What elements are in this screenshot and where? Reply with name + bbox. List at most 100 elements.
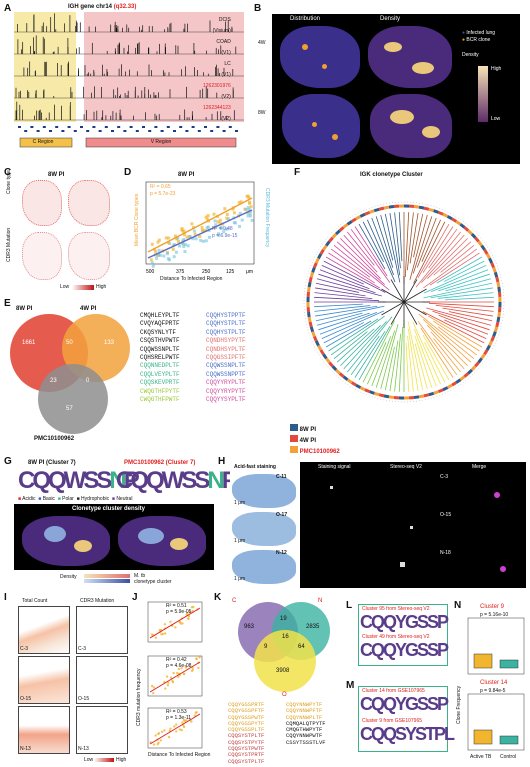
b-row1: 4W (258, 40, 266, 46)
k-cdr3-right: CSSYTSSSTLVF (286, 738, 326, 746)
k-cdr3-row: CQQSYSTPYTF CSSYTSSSTLVF (228, 738, 326, 746)
k-cdr3-right: CQMQALQTPYTF (286, 719, 326, 727)
k-cdr3-left: CQQSYSTPLTF (228, 757, 265, 765)
svg-text:500: 500 (146, 269, 155, 275)
cdr3-right: CQQYYRYPLTF (206, 379, 246, 387)
b-tissue-4w-dist (280, 26, 360, 88)
k-cdr3-row: CQQSYSTPLTF CQQYNNWPWTF (228, 732, 326, 740)
igh-title: IGH gene chr14 (q32.33) (68, 4, 137, 10)
cdr3-left: CMQHLEYPLTF (140, 312, 180, 319)
cdr3-left: CSQSTHVPWTF (140, 337, 180, 345)
c-row1: Clone type (6, 170, 12, 194)
k-cdr3-list: CQQYGSSPRTF CQQYNNWPYTF CQQYGSSPFTF CQQYNNW… (228, 701, 326, 765)
k-cdr3-left: CQQSYSTPLTF (228, 732, 265, 740)
h-bg: Acid-fast staining Staining signal Stere… (230, 462, 526, 588)
k-cdr3-right: CMQGTHWPYTF (286, 726, 323, 734)
track-lines (14, 13, 244, 121)
f-title: IGK clonetype Cluster (360, 172, 423, 178)
b-legend: ● Infected lung ● BCR clone Density (462, 30, 496, 58)
svg-text:250: 250 (202, 269, 211, 275)
track-labels: DCIS (Visium) COAD (V1) LC (V1) 1262301976(… (203, 17, 231, 122)
f-dendrogram (303, 201, 505, 403)
panel-letter-k: K (214, 592, 222, 603)
cdr3-row: CSQSTHVPWTF CQNDHSYPYTF (140, 337, 246, 345)
cdr3-row: CQQSKEVPRTF CQQYYRYPLTF (140, 379, 246, 387)
panel-letter-h: H (218, 456, 226, 467)
b-tissue-8w-dist (282, 94, 360, 158)
k-cdr3-right: CQQYNNWPWTF (286, 732, 323, 740)
cdr3-list: CMQHLEYPLTF CQQHYSTPPTF CVQYAQFPRTF CQQHYST… (140, 312, 246, 404)
panel-letter-d: D (124, 167, 132, 178)
cdr3-row: CQQWSSNPLTF CQNDHSYPLTF (140, 346, 246, 354)
panel-letter-j: J (132, 592, 138, 603)
cdr3-row: CQQLVEYPLTF CQQWSSNPPTF (140, 371, 246, 379)
cdr3-row: CMQHLEYPLTF CQQHYSTPPTF (140, 312, 246, 320)
svg-text:μm: μm (246, 269, 253, 275)
k-cdr3-row: CQQSYSTPWTF (228, 745, 326, 753)
k-cdr3-right: CQQYNNWPFTF (286, 707, 323, 715)
svg-text:375: 375 (176, 269, 185, 275)
b-low: Low (491, 116, 501, 122)
k-cdr3-row: CQQYGSSPWTF CQQYNNWPLTF (228, 713, 326, 721)
k-cdr3-row: CQQYGSSPLTF CMQGTHWPYTF (228, 726, 326, 734)
panel-letter-i: I (4, 592, 7, 603)
panel-letter-n: N (454, 600, 462, 611)
panel-letter-l: L (346, 600, 353, 611)
cdr3-right: CQQHYSTPLTF (206, 320, 246, 328)
f-legend: 8W PI 4W PI PMC10100962 (290, 424, 340, 457)
cdr3-left: CQQWSSNPLTF (140, 345, 180, 353)
c-row2: CDR3 Mutation (6, 227, 12, 262)
cdr3-left: CWQGTHFPYTF (140, 387, 180, 395)
k-cdr3-row: CQQYGSSPYTF CQMQALQTPYTF (228, 719, 326, 727)
panel-letter-c: C (4, 167, 12, 178)
k-cdr3-left: CQQSYSTPWTF (228, 745, 265, 753)
cdr3-row: CQHSRELPWTF CQQGSSIPFTF (140, 354, 246, 362)
b-col2: Density (380, 16, 401, 22)
cdr3-row: CWQGTHFPYTF CQQYYRYPYTF (140, 388, 246, 396)
cdr3-left: CKQSYNLYTF (140, 328, 177, 336)
k-cdr3-right: CQQYNNWPLTF (286, 713, 323, 721)
d-scatter: 500 375 250 125 μm (145, 181, 255, 275)
k-cdr3-row: CQQSYSTPLTF (228, 757, 326, 765)
svg-text:125: 125 (226, 269, 235, 275)
igh-tracks-svg (14, 12, 244, 148)
v-region-label: V Region (150, 139, 172, 145)
b-high: High (491, 66, 502, 72)
c-region-label: C Region (32, 139, 54, 145)
c-title: 8W PI (48, 172, 65, 178)
cdr3-right: CQQGSSIPFTF (206, 354, 246, 362)
cdr3-left: CQQLVEYPLTF (140, 370, 180, 378)
k-cdr3-left: CQQYGSSPYTF (228, 719, 265, 727)
k-cdr3-row: CQQYGSSPRTF CQQYNNWPYTF (228, 701, 326, 708)
b-tissue-4w-dens (368, 26, 452, 88)
panel-letter-g: G (4, 456, 12, 467)
b-tissue-8w-dens (370, 94, 452, 158)
g-density-bg: Clonetype cluster density (14, 504, 214, 570)
cdr3-left: CQHSRELPWTF (140, 354, 180, 362)
b-dark-bg: Distribution Density ● Infected lung ● B… (272, 14, 520, 164)
panel-letter-b: B (254, 3, 262, 14)
k-cdr3-row: CQQSYSTPRTF (228, 751, 326, 759)
b-row2: 8W (258, 110, 266, 116)
panel-letter-a: A (4, 3, 12, 14)
cdr3-left: CVQYAQFPRTF (140, 320, 180, 328)
cdr3-right: CQQWSSNPPTF (206, 370, 246, 378)
cdr3-right: CQQHYSTPPTF (206, 312, 246, 319)
k-cdr3-right: CQQYNNWPYTF (286, 701, 323, 708)
k-cdr3-left: CQQYGSSPWTF (228, 713, 265, 721)
j-scatters (147, 601, 203, 749)
b-colorbar (478, 66, 488, 122)
b-col1: Distribution (290, 16, 321, 22)
k-cdr3-left: CQQYGSSPFTF (228, 707, 265, 715)
cdr3-right: CQQWSSNPLTF (206, 362, 246, 370)
panel-letter-e: E (4, 298, 11, 309)
cdr3-row: CKQSYNLYTF CQQHYSTPLTF (140, 329, 246, 337)
g-legend: ■ Acidic ■ Basic ■ Polar ■ Hydrophobic ■… (18, 496, 133, 502)
cdr3-left: CWQGTHFPWTF (140, 396, 180, 404)
k-cdr3-left: CQQSYSTPRTF (228, 751, 265, 759)
cdr3-right: CQQYYSYPLTF (206, 396, 246, 404)
cdr3-row: CVQYAQFPRTF CQQHYSTPLTF (140, 320, 246, 328)
n-boxplots (467, 617, 525, 751)
cdr3-right: CQQYYRYPYTF (206, 387, 246, 395)
cdr3-right: CQQHYSTPLTF (206, 328, 246, 336)
